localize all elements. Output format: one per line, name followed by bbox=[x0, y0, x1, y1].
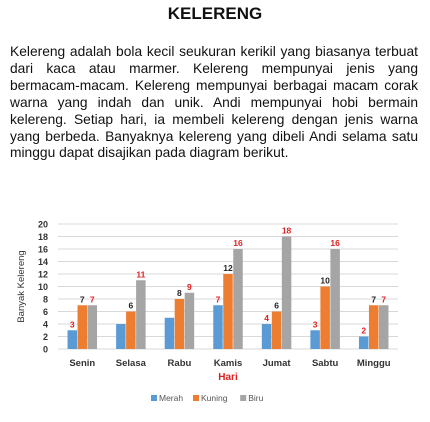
y-axis-label: Banyak Kelereng bbox=[16, 250, 27, 322]
legend-swatch-biru bbox=[240, 395, 247, 401]
data-label: 10 bbox=[320, 276, 330, 286]
data-label: 18 bbox=[282, 226, 292, 236]
bar-merah bbox=[261, 324, 272, 349]
x-tick-label: Rabu bbox=[168, 358, 192, 369]
legend-swatch-kuning bbox=[193, 395, 199, 401]
x-tick-label: Kamis bbox=[214, 358, 243, 369]
data-label: 7 bbox=[90, 294, 95, 304]
data-label: 6 bbox=[128, 301, 133, 311]
y-tick-label: 2 bbox=[43, 332, 48, 342]
bar-biru bbox=[233, 249, 243, 349]
legend-swatch-merah bbox=[151, 395, 157, 401]
y-tick-label: 18 bbox=[38, 232, 48, 242]
bar-kuning bbox=[174, 299, 185, 349]
bar-merah bbox=[116, 324, 126, 349]
y-tick-label: 8 bbox=[43, 295, 48, 305]
x-tick-label: Minggu bbox=[357, 358, 391, 369]
bar-biru bbox=[281, 236, 292, 349]
x-tick-label: Jumat bbox=[263, 358, 292, 369]
data-label: 7 bbox=[371, 294, 376, 304]
intro-paragraph: Kelereng adalah bola kecil seukuran keri… bbox=[10, 44, 418, 161]
x-axis-label: Hari bbox=[218, 372, 238, 383]
y-tick-label: 12 bbox=[38, 270, 48, 280]
y-tick-label: 14 bbox=[38, 257, 48, 267]
y-tick-label: 0 bbox=[43, 345, 48, 355]
data-label: 3 bbox=[70, 319, 75, 329]
legend-label: Merah bbox=[159, 393, 183, 403]
y-tick-label: 4 bbox=[43, 320, 48, 330]
bar-biru bbox=[378, 305, 389, 349]
data-label: 16 bbox=[330, 238, 340, 248]
data-label: 8 bbox=[177, 288, 182, 298]
bar-kuning bbox=[126, 311, 136, 349]
bar-merah bbox=[310, 330, 320, 349]
data-label: 2 bbox=[361, 326, 366, 336]
bar-merah bbox=[164, 317, 175, 349]
bar-biru bbox=[330, 249, 340, 349]
bar-merah bbox=[67, 330, 78, 349]
y-tick-label: 20 bbox=[38, 220, 48, 230]
page-title: KELERENG bbox=[167, 4, 263, 23]
y-tick-label: 6 bbox=[43, 307, 48, 317]
data-label: 7 bbox=[216, 294, 221, 304]
data-label: 9 bbox=[187, 282, 192, 292]
bar-kuning bbox=[368, 305, 379, 349]
bar-kuning bbox=[77, 305, 88, 349]
bar-kuning bbox=[320, 286, 330, 349]
data-label: 16 bbox=[233, 238, 243, 248]
bar-kuning bbox=[223, 274, 233, 349]
data-label: 4 bbox=[264, 313, 269, 323]
bar-merah bbox=[213, 305, 223, 349]
x-tick-label: Selasa bbox=[116, 358, 147, 369]
bar-biru bbox=[184, 292, 195, 349]
bar-merah bbox=[358, 336, 369, 349]
y-tick-label: 10 bbox=[38, 282, 48, 292]
data-label: 11 bbox=[136, 269, 145, 279]
bar-biru bbox=[136, 280, 146, 349]
x-tick-label: Sabtu bbox=[312, 358, 339, 369]
bar-kuning bbox=[271, 311, 282, 349]
bar-biru bbox=[87, 305, 98, 349]
data-label: 3 bbox=[313, 319, 318, 329]
y-tick-label: 16 bbox=[38, 245, 48, 255]
x-tick-label: Senin bbox=[69, 358, 95, 369]
data-label: 6 bbox=[274, 301, 279, 311]
data-label: 7 bbox=[80, 294, 85, 304]
data-label: 12 bbox=[223, 263, 233, 273]
data-label: 7 bbox=[381, 294, 386, 304]
legend-label: Biru bbox=[248, 393, 263, 403]
legend-label: Kuning bbox=[201, 393, 228, 403]
